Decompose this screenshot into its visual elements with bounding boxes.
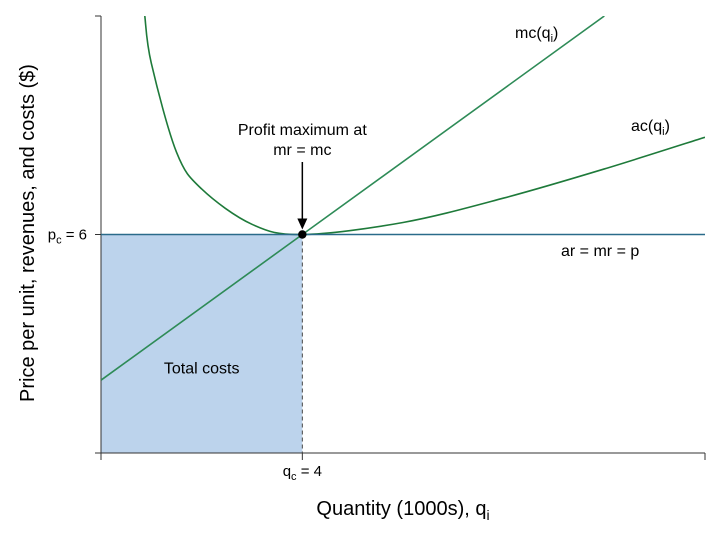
mc-curve-label: mc(qi): [515, 25, 558, 45]
annotation-line-1: Profit maximum at: [238, 122, 367, 139]
annotation-line-2: mr = mc: [273, 142, 331, 159]
ar-mr-p-label: ar = mr = p: [561, 243, 639, 260]
y-axis-label: Price per unit, revenues, and costs ($): [17, 64, 39, 402]
x-axis-label: Quantity (1000s), qi: [316, 498, 489, 523]
ac-curve-label: ac(qi): [631, 118, 670, 138]
mc-curve: [101, 16, 605, 381]
ac-curve: [143, 16, 705, 236]
profit-maximum-point: [298, 230, 307, 239]
total-costs-label: Total costs: [164, 361, 240, 378]
x-tick-label-0: qc = 4: [283, 463, 322, 483]
annotation-arrow-head: [297, 218, 308, 230]
y-tick-label-0: pc = 6: [48, 227, 87, 247]
plot-area: Total costs pc = 6 qc = 4 mc(qi) ac(qi) ar = …: [48, 15, 706, 483]
total-costs-region: [101, 234, 303, 453]
